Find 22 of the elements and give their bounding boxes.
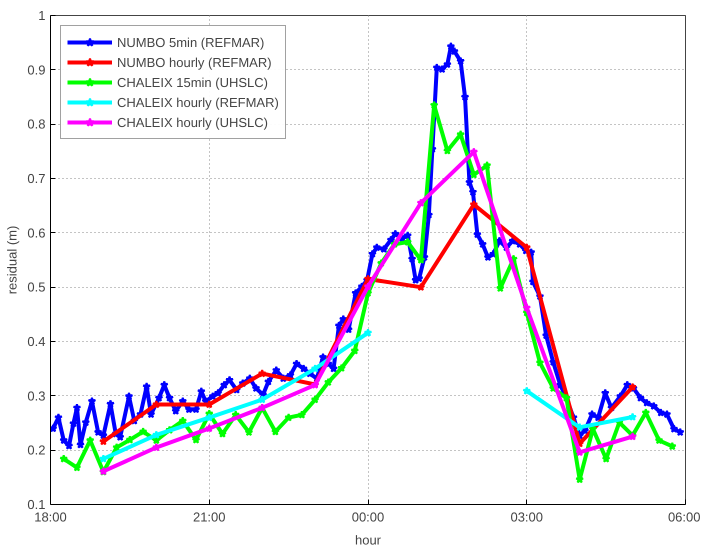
y-tick-label: 0.1	[27, 497, 46, 512]
legend-label: CHALEIX hourly (REFMAR)	[117, 94, 279, 110]
y-tick-label: 0.8	[27, 116, 46, 132]
legend-label: NUMBO hourly (REFMAR)	[117, 54, 272, 70]
y-tick-label: 0.5	[27, 280, 46, 295]
y-tick-label: 0.9	[27, 62, 46, 78]
y-tick-label: 0.3	[27, 388, 46, 404]
x-tick-label: 00:00	[352, 510, 384, 524]
x-tick-label: 18:00	[34, 510, 67, 524]
y-tick-label: 0.2	[27, 442, 46, 458]
x-tick-label: 06:00	[668, 510, 701, 524]
y-axis-title: residual (m)	[4, 226, 20, 294]
y-tick-label: 0.6	[27, 225, 46, 240]
x-axis-title: hour	[354, 532, 382, 548]
x-tick-label: 03:00	[510, 510, 544, 524]
legend-label: CHALEIX hourly (UHSLC)	[117, 114, 268, 130]
y-tick-label: 0.4	[27, 334, 46, 349]
legend-label: CHALEIX 15min (UHSLC)	[117, 74, 268, 90]
y-tick-label: 0.7	[27, 171, 46, 186]
legend-label: NUMBO 5min (REFMAR)	[117, 34, 264, 50]
x-tick-label: 21:00	[192, 510, 226, 524]
y-tick-label: 1	[38, 8, 46, 23]
